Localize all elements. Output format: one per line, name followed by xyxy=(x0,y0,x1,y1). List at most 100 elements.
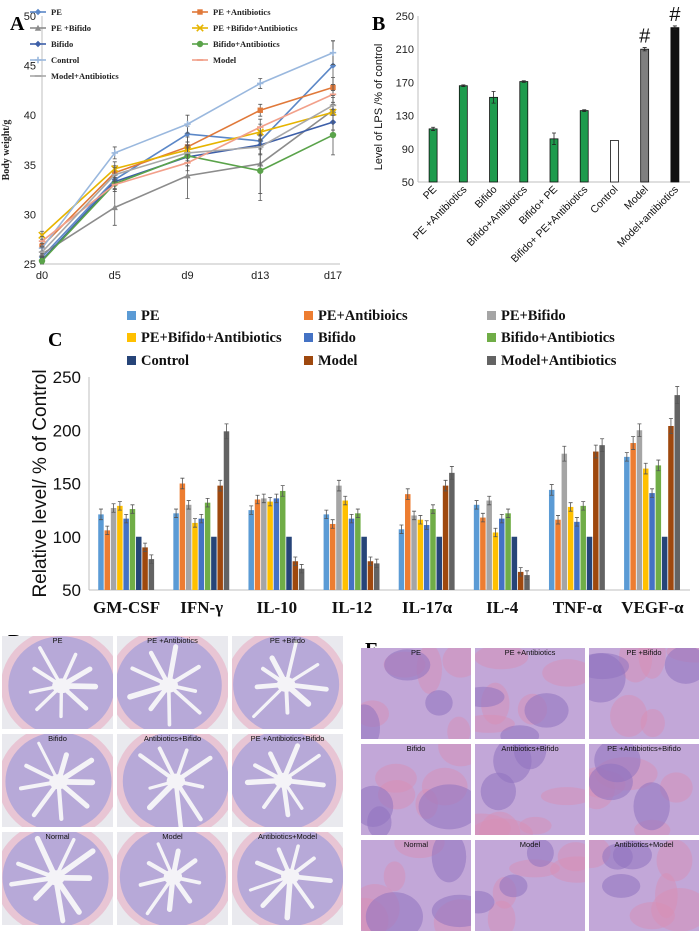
bar xyxy=(198,518,205,590)
error-bar xyxy=(487,495,492,506)
error-bar xyxy=(143,542,148,553)
bar xyxy=(436,536,443,590)
white-pulp xyxy=(664,648,699,684)
legend-label: PE+Antibioics xyxy=(318,308,408,324)
error-bar xyxy=(524,570,529,580)
bar xyxy=(428,128,438,183)
legend-swatch xyxy=(487,356,496,365)
significance-mark: # xyxy=(639,26,651,48)
legend-label: Model xyxy=(318,353,357,369)
histology-label: PE +Antibiotics xyxy=(505,648,556,657)
bar xyxy=(449,472,455,590)
histology-label: Bifido xyxy=(407,744,426,753)
bar xyxy=(640,48,650,183)
x-tick-label: IL-10 xyxy=(257,598,298,617)
histology-image xyxy=(117,636,228,729)
bar xyxy=(136,536,142,590)
bar xyxy=(519,81,529,183)
x-tick-label: Model xyxy=(622,184,651,213)
panel-e-histology-spleen: PE PE +Antibiotics PE +Bifido Bifido Antibio… xyxy=(361,648,699,931)
bar xyxy=(489,96,498,183)
legend-marker xyxy=(196,40,204,48)
red-pulp xyxy=(375,763,417,793)
legend-label: PE xyxy=(51,7,62,17)
legend-swatch xyxy=(127,311,136,320)
lumen xyxy=(159,677,178,693)
histology-label: Bifido xyxy=(48,734,67,743)
bar xyxy=(361,536,367,590)
bar xyxy=(185,504,192,590)
red-pulp xyxy=(640,708,665,738)
error-bar xyxy=(574,517,579,527)
white-pulp xyxy=(602,874,641,898)
x-tick-label: IL-12 xyxy=(332,598,373,617)
data-point xyxy=(184,120,191,128)
error-bar xyxy=(549,484,554,496)
histology-label: Antibiotics+Bifido xyxy=(144,734,201,743)
bar xyxy=(286,536,292,590)
histology-label: Model xyxy=(520,840,541,849)
chart-a-body-weight: 25 30 35 40 45 50 d0 d5 d9 d13 d17 Body weight/g PE P… xyxy=(1,7,342,282)
error-bar xyxy=(174,508,179,518)
error-bar xyxy=(650,488,655,498)
x-tick-label: PE +Antibiotics xyxy=(411,184,470,243)
error-bar xyxy=(98,508,103,521)
error-bar xyxy=(642,47,647,52)
y-tick-label: 35 xyxy=(24,160,36,172)
error-bar xyxy=(562,445,567,462)
x-tick-label: d5 xyxy=(109,270,121,282)
y-tick-label: 40 xyxy=(24,110,36,122)
error-bar xyxy=(518,567,523,577)
error-bar xyxy=(205,498,210,508)
legend-label: Bifido xyxy=(51,39,73,49)
bar xyxy=(610,140,619,183)
error-bar xyxy=(675,386,680,405)
bar xyxy=(104,530,111,590)
data-point xyxy=(38,231,46,239)
error-bar xyxy=(105,525,110,536)
error-bar xyxy=(668,418,673,434)
y-tick-label: 50 xyxy=(62,581,81,600)
bar xyxy=(329,523,336,590)
bar xyxy=(642,468,649,590)
error-bar xyxy=(343,495,348,506)
bar xyxy=(567,506,574,590)
histology-image xyxy=(232,734,343,827)
x-tick-label: Control xyxy=(588,184,620,216)
error-bar xyxy=(643,462,648,475)
bar xyxy=(323,514,330,590)
error-bar xyxy=(506,508,511,518)
y-tick-label: 250 xyxy=(396,11,414,23)
error-bar xyxy=(418,515,423,525)
error-bar xyxy=(255,494,260,505)
histology-label: PE +Bifido xyxy=(626,648,661,657)
red-pulp xyxy=(659,772,693,803)
bar xyxy=(630,443,636,590)
error-bar xyxy=(431,126,436,131)
bar xyxy=(517,571,524,590)
bar xyxy=(273,498,280,590)
lumen xyxy=(52,678,71,694)
y-tick-label: 130 xyxy=(396,111,414,123)
bar xyxy=(411,515,417,590)
bar xyxy=(179,483,186,590)
histology-label: PE +Antibiotics xyxy=(147,636,198,645)
bar xyxy=(254,499,261,590)
white-pulp xyxy=(365,892,423,931)
bar xyxy=(423,525,430,590)
y-tick-label: 210 xyxy=(396,44,414,56)
error-bar xyxy=(412,510,417,521)
data-point xyxy=(184,130,191,138)
bar xyxy=(442,485,449,590)
bar xyxy=(173,513,179,590)
x-tick-label: IFN-γ xyxy=(180,598,223,617)
bar xyxy=(279,490,286,590)
legend-swatch xyxy=(487,333,496,342)
legend-label: Model+Antibiotics xyxy=(501,353,617,369)
data-point xyxy=(329,62,337,69)
legend-label: PE+Bifido xyxy=(501,308,566,324)
bar xyxy=(211,536,217,590)
legend-label: Bifido+Antibiotics xyxy=(213,39,280,49)
error-bar xyxy=(117,501,122,511)
histology-label: Model xyxy=(162,832,183,841)
